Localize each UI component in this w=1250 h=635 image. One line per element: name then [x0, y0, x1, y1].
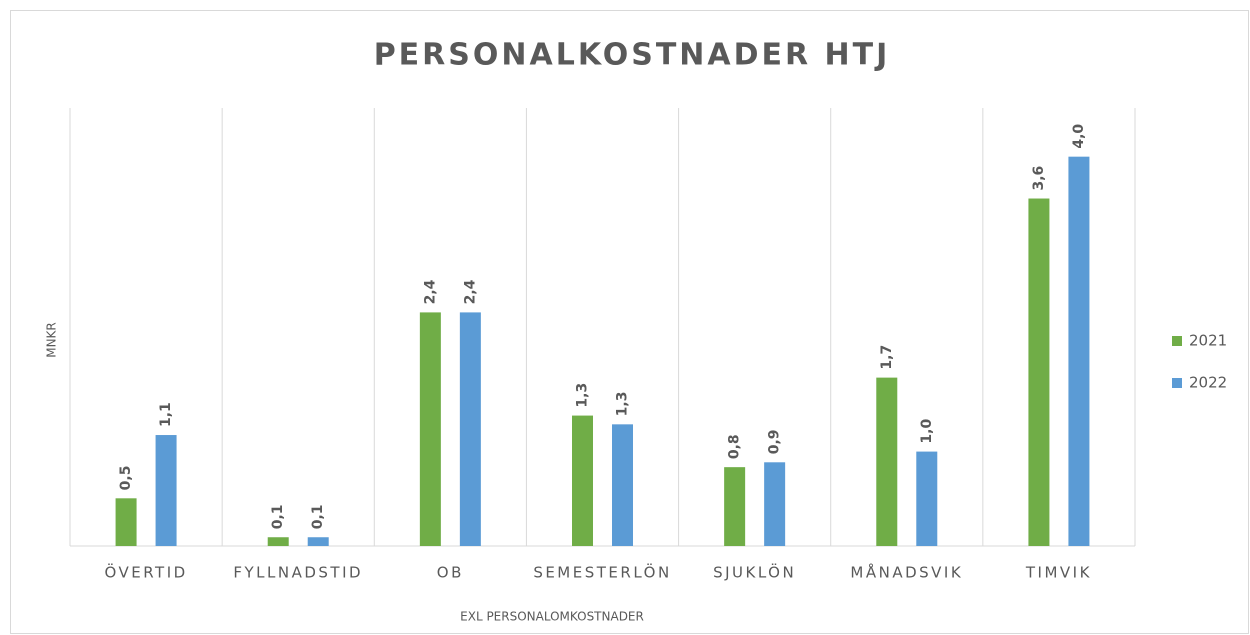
data-label: 0,1	[310, 504, 326, 529]
x-tick-label: MÅNADSVIK	[850, 563, 963, 582]
data-label: 0,5	[118, 465, 134, 490]
bar	[115, 498, 137, 546]
bar	[1028, 198, 1050, 546]
legend-label: 2021	[1189, 332, 1227, 350]
chart-title: PERSONALKOSTNADER HTJ	[374, 38, 891, 73]
data-label: 0,1	[270, 504, 286, 529]
bar	[307, 537, 329, 546]
legend-label: 2022	[1189, 374, 1227, 392]
x-tick-label: TIMVIK	[1025, 564, 1092, 582]
y-axis-title: MNKR	[45, 322, 59, 358]
data-label: 2,4	[422, 279, 438, 304]
data-label: 1,7	[879, 345, 895, 370]
x-tick-label: SJUKLÖN	[713, 563, 796, 582]
bar	[916, 451, 938, 546]
x-tick-label: OB	[437, 564, 464, 582]
bar	[1068, 156, 1090, 546]
bar	[267, 537, 289, 546]
data-label: 1,3	[615, 392, 631, 417]
data-label: 0,9	[767, 429, 783, 454]
bar	[572, 415, 593, 546]
data-label: 0,8	[727, 434, 743, 459]
x-tick-label: SEMESTERLÖN	[533, 563, 671, 582]
data-label: 3,6	[1031, 166, 1047, 191]
data-label: 1,0	[919, 419, 935, 444]
data-label: 4,0	[1071, 124, 1087, 149]
x-axis-title: EXL PERSONALOMKOSTNADER	[460, 610, 644, 624]
bar	[612, 424, 633, 546]
data-label: 1,1	[158, 402, 174, 427]
x-tick-label: FYLLNADSTID	[233, 564, 363, 582]
data-label: 2,4	[462, 279, 478, 304]
bar	[764, 462, 786, 546]
bar	[419, 312, 441, 546]
legend-swatch	[1172, 336, 1182, 346]
x-tick-label: ÖVERTID	[104, 563, 187, 582]
bar	[724, 467, 746, 546]
legend-swatch	[1172, 378, 1182, 388]
data-label: 1,3	[575, 383, 591, 408]
bar	[155, 435, 177, 546]
bar	[876, 377, 898, 546]
bar	[459, 312, 481, 546]
